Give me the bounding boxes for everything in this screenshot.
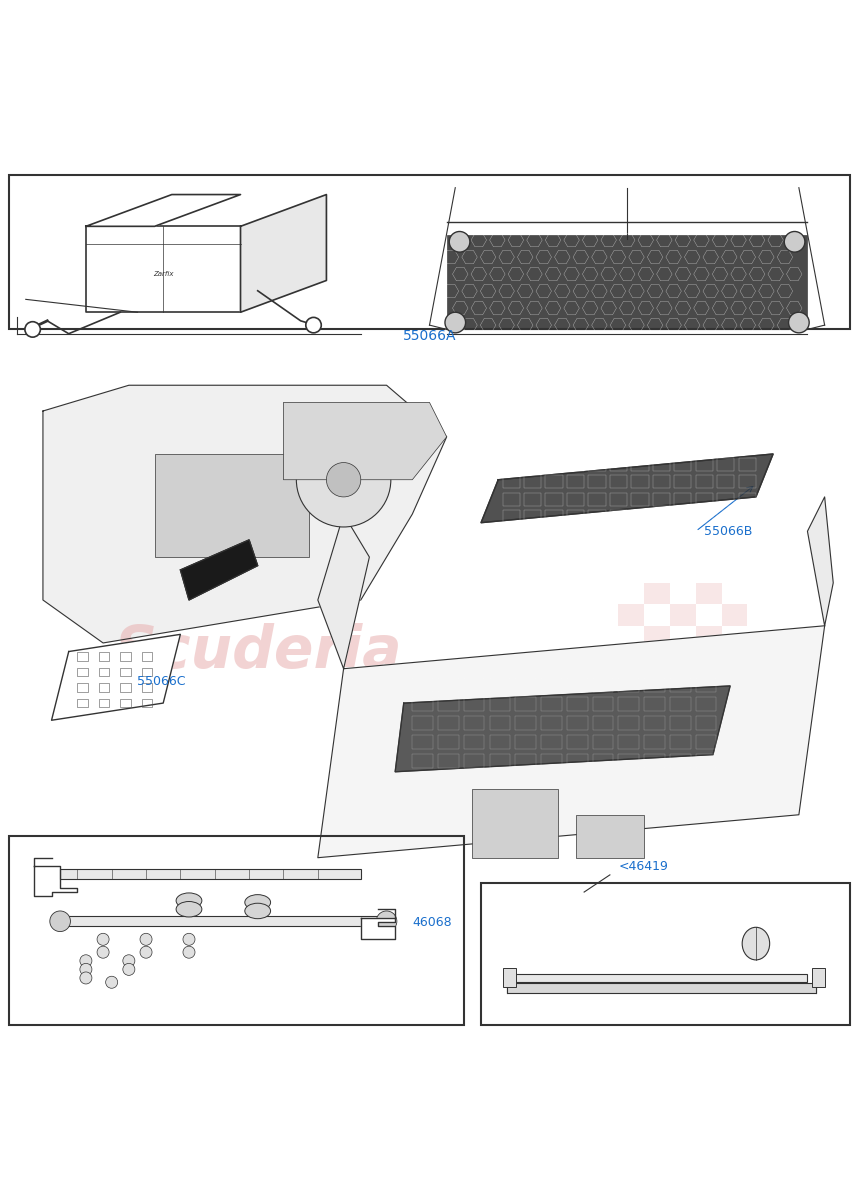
Bar (9, 836, 464, 1025)
Bar (618, 605, 644, 625)
Polygon shape (447, 235, 807, 330)
Ellipse shape (245, 895, 271, 910)
Circle shape (784, 232, 805, 252)
Bar (576, 815, 644, 858)
Polygon shape (395, 686, 730, 772)
Circle shape (140, 934, 152, 946)
Bar (670, 605, 696, 625)
Ellipse shape (176, 893, 202, 908)
Circle shape (445, 312, 466, 332)
Bar (812, 967, 825, 986)
Ellipse shape (742, 928, 770, 960)
Polygon shape (86, 194, 241, 227)
Bar (503, 967, 516, 986)
Polygon shape (318, 514, 369, 668)
Polygon shape (318, 625, 825, 858)
Bar (618, 647, 644, 668)
Text: car parts: car parts (448, 689, 583, 718)
Circle shape (376, 911, 397, 931)
Circle shape (306, 317, 321, 332)
Bar (9, 175, 850, 330)
Bar (507, 983, 816, 994)
Polygon shape (807, 497, 833, 625)
Bar (670, 647, 696, 668)
Polygon shape (180, 540, 258, 600)
Bar (481, 883, 850, 1025)
Circle shape (789, 312, 809, 332)
Bar (644, 605, 670, 625)
Bar (670, 625, 696, 647)
Polygon shape (52, 635, 180, 720)
Bar (722, 583, 747, 605)
Circle shape (106, 977, 118, 989)
Polygon shape (43, 385, 447, 643)
Text: 55066A: 55066A (403, 329, 456, 343)
Bar (722, 647, 747, 668)
Ellipse shape (176, 901, 202, 917)
Circle shape (123, 955, 135, 967)
Circle shape (140, 946, 152, 959)
Text: 55066C: 55066C (137, 676, 186, 688)
Bar (696, 647, 722, 668)
Bar (472, 788, 558, 858)
Circle shape (80, 955, 92, 967)
Circle shape (123, 964, 135, 976)
Bar (696, 605, 722, 625)
Bar (696, 625, 722, 647)
Circle shape (183, 946, 195, 959)
Bar (60, 869, 361, 880)
Circle shape (97, 934, 109, 946)
Text: <46419: <46419 (618, 859, 668, 872)
Bar (644, 583, 670, 605)
Text: Scuderia: Scuderia (114, 623, 401, 680)
Circle shape (25, 322, 40, 337)
Text: 46068: 46068 (412, 916, 452, 929)
Polygon shape (241, 194, 326, 312)
Circle shape (296, 432, 391, 527)
Circle shape (80, 964, 92, 976)
Circle shape (97, 946, 109, 959)
Bar (618, 625, 644, 647)
Bar (696, 583, 722, 605)
Bar (722, 625, 747, 647)
Polygon shape (283, 402, 447, 480)
Ellipse shape (245, 904, 271, 919)
Polygon shape (481, 454, 773, 523)
Circle shape (50, 911, 70, 931)
Bar (618, 583, 644, 605)
Bar (670, 583, 696, 605)
Bar (507, 973, 807, 983)
Bar (644, 625, 670, 647)
Circle shape (80, 972, 92, 984)
Circle shape (449, 232, 470, 252)
Text: 55066B: 55066B (704, 524, 752, 538)
Polygon shape (34, 866, 77, 896)
Bar (722, 605, 747, 625)
Circle shape (326, 462, 361, 497)
Bar (644, 647, 670, 668)
Text: Zarfix: Zarfix (153, 270, 174, 276)
Bar (60, 916, 387, 926)
Circle shape (183, 934, 195, 946)
Polygon shape (361, 918, 395, 940)
Bar (155, 454, 309, 557)
